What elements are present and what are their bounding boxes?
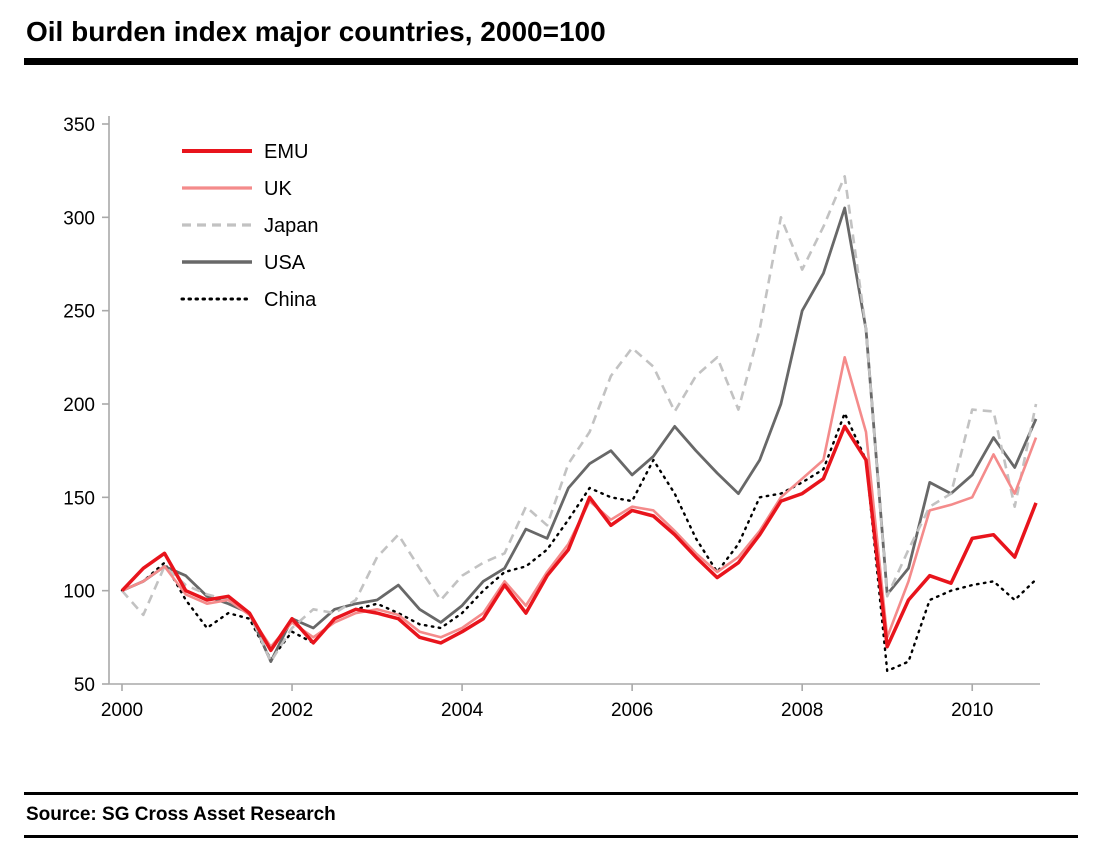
x-tick-label: 2006 [611,700,653,721]
series-line-usa [121,206,1038,663]
series-line-emu [120,424,1038,653]
y-tick-label: 350 [63,115,95,136]
series-line-uk [121,355,1038,649]
x-tick-label: 2000 [101,700,143,721]
y-tick-label: 250 [63,302,95,323]
y-tick-label: 150 [63,488,95,509]
oil-burden-line-chart: 50 100 150 200 250 300 350 2000 2002 2004 2006 2008… [63,115,1040,721]
chart-title: Oil burden index major countries, 2000=1… [26,16,606,47]
legend-label-usa: USA [264,252,306,274]
footer-divider-top [24,792,1078,795]
y-tick-label: 300 [63,208,95,229]
legend-label-china: China [264,289,317,311]
y-tick-label: 100 [63,582,95,603]
x-tick-label: 2010 [951,700,993,721]
title-divider [24,58,1078,65]
x-tick-label: 2002 [271,700,313,721]
chart-area: 50 100 150 200 250 300 350 2000 2002 2004 2006 2008… [24,99,1078,744]
series-line-china [120,412,1038,673]
legend-label-uk: UK [264,178,292,200]
series-line-japan [121,175,1038,663]
page: Oil burden index major countries, 2000=1… [0,16,1102,838]
source-text: Source: SG Cross Asset Research [26,804,336,825]
y-tick-label: 50 [74,675,95,696]
legend-label-emu: EMU [264,141,308,163]
x-tick-label: 2004 [441,700,484,721]
x-tick-label: 2008 [781,700,823,721]
legend-label-japan: Japan [264,215,319,237]
y-tick-label: 200 [63,395,95,416]
footer: Source: SG Cross Asset Research [24,792,1078,838]
